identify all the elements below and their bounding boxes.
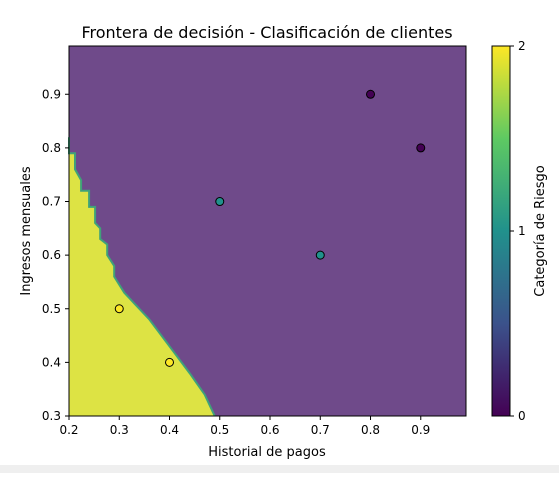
data-point-class-0 — [366, 89, 376, 99]
data-point-class-0 — [416, 143, 426, 153]
y-tick-label: 0.8 — [42, 141, 61, 155]
y-tick-label: 0.5 — [42, 302, 61, 316]
decision-boundary-line — [68, 137, 216, 417]
colorbar-tick-label: 1 — [518, 224, 526, 238]
y-tick-label: 0.7 — [42, 195, 61, 209]
colorbar-tick-label: 0 — [518, 409, 526, 423]
x-tick-label: 0.9 — [411, 423, 430, 437]
x-tick-label: 0.3 — [110, 423, 129, 437]
chart-title: Frontera de decisión - Clasificación de … — [81, 23, 452, 42]
y-tick-label: 0.6 — [42, 248, 61, 262]
x-tick-label: 0.2 — [59, 423, 78, 437]
x-axis-label: Historial de pagos — [208, 445, 326, 460]
x-axis: 0.2 0.3 0.4 0.5 0.6 0.7 0.8 0.9 — [59, 416, 430, 437]
plot-frame — [68, 45, 467, 417]
plot-area — [68, 45, 467, 417]
x-tick-label: 0.6 — [260, 423, 279, 437]
y-axis: 0.3 0.4 0.5 0.6 0.7 0.8 0.9 — [42, 87, 69, 423]
y-tick-label: 0.3 — [42, 409, 61, 423]
x-tick-label: 0.7 — [311, 423, 330, 437]
colorbar-gradient — [491, 45, 511, 417]
bottom-strip — [0, 465, 559, 473]
colorbar-label: Categoría de Riesgo — [533, 165, 548, 296]
data-point-class-1 — [315, 250, 325, 260]
x-tick-label: 0.4 — [160, 423, 179, 437]
colorbar-tick-label: 2 — [518, 39, 526, 53]
data-point-class-1 — [215, 197, 225, 207]
y-tick-label: 0.9 — [42, 87, 61, 101]
x-tick-label: 0.8 — [361, 423, 380, 437]
data-point-class-2 — [165, 357, 175, 367]
region-class-2 — [69, 137, 215, 416]
colorbar: 0 1 2 — [491, 39, 526, 423]
data-points — [114, 89, 426, 367]
y-axis-label: Ingresos mensuales — [19, 166, 34, 296]
x-tick-label: 0.5 — [210, 423, 229, 437]
y-tick-label: 0.4 — [42, 355, 61, 369]
data-point-class-2 — [114, 304, 124, 314]
